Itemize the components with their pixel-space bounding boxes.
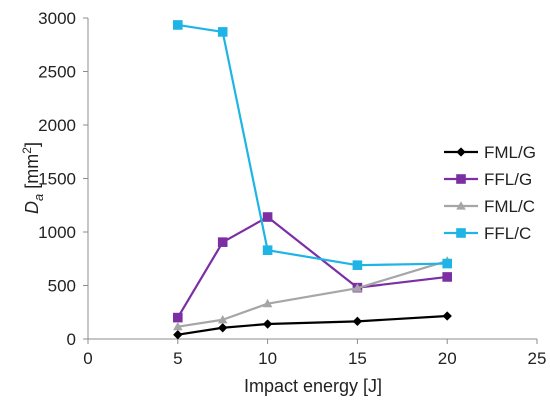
- y-tick-label: 0: [67, 330, 76, 349]
- legend-swatch-marker: [456, 201, 466, 210]
- data-point-fml-g: [352, 316, 363, 327]
- legend-item-ffl-c: FFL/C: [444, 224, 531, 243]
- legend-item-fml-g: FML/G: [444, 143, 536, 162]
- y-tick-label: 2500: [38, 63, 76, 82]
- data-point-fml-c: [352, 283, 363, 292]
- legend-label: FFL/G: [484, 170, 532, 189]
- y-tick-label: 3000: [38, 9, 76, 28]
- data-point-ffl-c: [352, 260, 363, 270]
- data-point-fml-c: [217, 314, 228, 324]
- y-tick-label: 1000: [38, 223, 76, 242]
- x-tick-label: 0: [83, 349, 92, 368]
- legend-label: FFL/C: [484, 224, 531, 243]
- series-ffl-c: [173, 20, 452, 270]
- data-point-fml-c: [262, 298, 273, 308]
- series-line-fml-c: [177, 259, 448, 328]
- x-tick-label: 15: [348, 349, 367, 368]
- x-tick-label: 25: [528, 349, 547, 368]
- series-line-ffl-g: [176, 215, 448, 319]
- data-point-fml-g: [218, 323, 228, 333]
- legend-label: FML/C: [484, 197, 535, 216]
- data-point-ffl-c: [262, 245, 273, 255]
- legend-item-ffl-g: FFL/G: [444, 170, 532, 189]
- series-fml-g: [173, 311, 452, 340]
- data-point-fml-g: [262, 319, 273, 329]
- x-tick-label: 20: [438, 349, 457, 368]
- data-point-ffl-c: [217, 27, 228, 37]
- data-point-ffl-g: [217, 237, 228, 247]
- legend-swatch-marker: [456, 228, 466, 238]
- data-point-fml-c: [173, 321, 183, 331]
- data-point-ffl-c: [173, 20, 183, 30]
- legend: FML/G FFL/G FML/C FFL/C: [444, 143, 536, 243]
- legend-label: FML/G: [484, 143, 536, 162]
- x-tick-label: 5: [173, 349, 182, 368]
- y-axis-title-unit: [mm: [22, 154, 42, 194]
- data-point-ffl-g: [262, 212, 273, 222]
- legend-swatch-marker: [456, 147, 466, 157]
- y-axis-title-main: D: [22, 201, 42, 214]
- series-ffl-g: [173, 212, 452, 323]
- x-tick-label: 10: [258, 349, 277, 368]
- series-layer: [173, 20, 452, 340]
- y-axis-title-subscript: a: [31, 194, 46, 201]
- series-line-fml-g: [177, 314, 448, 336]
- data-point-ffl-g: [173, 312, 183, 323]
- data-point-ffl-g: [442, 272, 452, 282]
- data-point-fml-g: [442, 311, 452, 321]
- tick-labels: 0 500 1000 1500 2000 2500 3000 0 5 10 15 20 25: [38, 9, 546, 368]
- axes: [83, 17, 538, 344]
- y-tick-label: 500: [48, 277, 76, 296]
- y-axis-title-superscript: 2: [20, 147, 34, 154]
- legend-swatch-marker: [456, 174, 466, 184]
- y-tick-label: 1500: [38, 170, 76, 189]
- y-axis-title-close: ]: [22, 142, 42, 147]
- data-point-fml-g: [173, 330, 183, 340]
- y-tick-label: 2000: [38, 116, 76, 135]
- y-axis-title: Da [mm2]: [20, 142, 46, 214]
- series-line-ffl-c: [177, 23, 448, 267]
- data-point-ffl-c: [442, 258, 452, 269]
- x-axis-title: Impact energy [J]: [244, 376, 382, 396]
- legend-item-fml-c: FML/C: [444, 197, 535, 216]
